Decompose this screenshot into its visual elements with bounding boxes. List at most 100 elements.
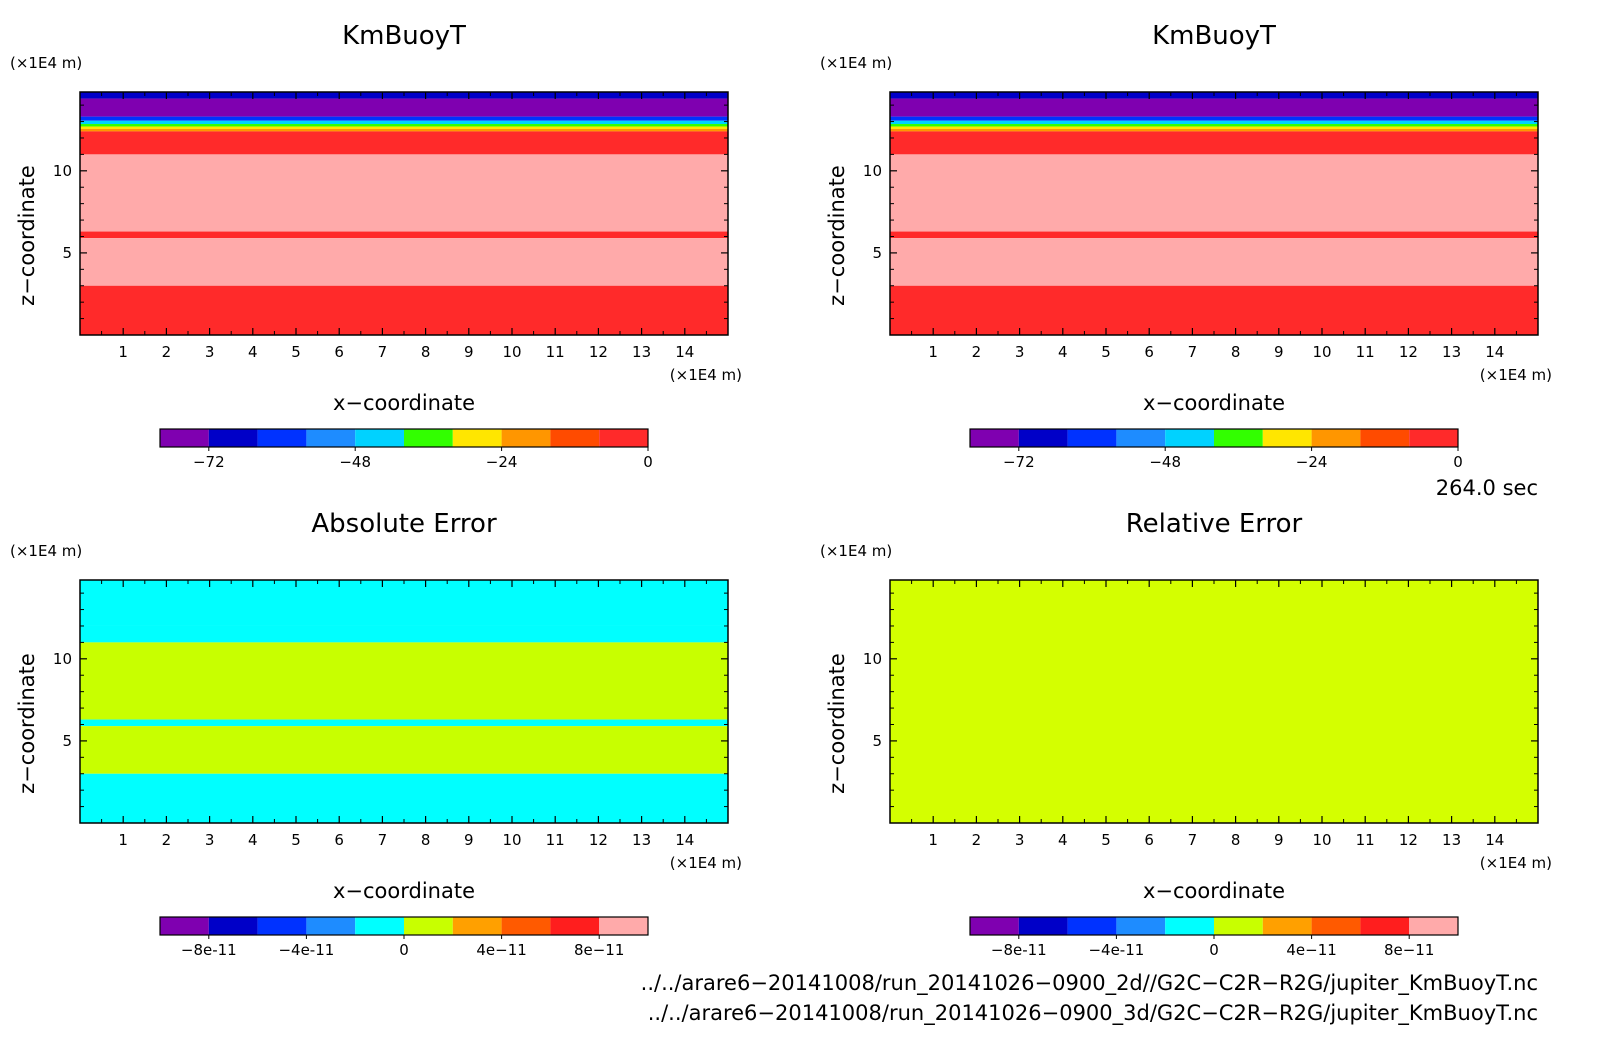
y-tick-label: 10	[863, 650, 882, 668]
colorbar-swatch	[1214, 917, 1263, 935]
colorbar-swatch	[452, 917, 502, 935]
x-tick-label: 14	[1485, 343, 1504, 361]
y-tick-label: 10	[863, 162, 882, 180]
x-tick-label: 10	[502, 831, 521, 849]
x-tick-label: 9	[464, 343, 474, 361]
colorbar-swatch	[452, 429, 502, 447]
colorbar-swatch	[501, 429, 551, 447]
x-tick-label: 14	[675, 831, 694, 849]
colorbar-tick-label: −48	[1149, 453, 1181, 471]
field-band	[80, 285, 728, 335]
colorbar-tick-label: −4e-11	[1088, 941, 1144, 959]
colorbar-swatch	[160, 917, 209, 935]
x-tick-label: 7	[1188, 831, 1198, 849]
field-band	[80, 726, 728, 774]
field-band	[80, 131, 728, 155]
y-tick-label: 10	[53, 162, 72, 180]
colorbar-tick-label: −24	[1296, 453, 1328, 471]
colorbar-tick-label: −4e-11	[278, 941, 334, 959]
x-unit-label: (×1E4 m)	[670, 854, 742, 872]
x-axis-label: x−coordinate	[1143, 391, 1285, 415]
colorbar-swatch	[970, 917, 1019, 935]
x-tick-label: 11	[1356, 831, 1375, 849]
x-tick-label: 1	[928, 831, 938, 849]
y-axis-label: z−coordinate	[825, 653, 849, 794]
y-tick-label: 5	[62, 244, 72, 262]
colorbar-frame	[969, 428, 1459, 448]
x-tick-label: 12	[589, 343, 608, 361]
colorbar-swatch	[1165, 429, 1214, 447]
colorbar-swatch	[1311, 429, 1361, 447]
colorbar-swatch	[1409, 429, 1458, 447]
colorbar-swatch	[501, 917, 551, 935]
colorbar: −72 −48 −24 0	[969, 428, 1463, 471]
colorbar-swatch	[1116, 429, 1166, 447]
field-band	[80, 128, 728, 132]
field-band	[890, 154, 1538, 232]
field-band	[890, 238, 1538, 286]
colorbar-swatch	[160, 429, 209, 447]
y-unit-label: (×1E4 m)	[820, 542, 892, 560]
plot-title: KmBuoyT	[342, 21, 466, 51]
colorbar-swatch	[1116, 917, 1166, 935]
colorbar-swatch	[355, 917, 404, 935]
colorbar-tick-label: −8e-11	[991, 941, 1047, 959]
x-tick-label: 10	[1312, 831, 1331, 849]
panel-4: Relative Error(×1E4 m)1 2 3 4 5 6 7 8 9 10 11 12 13 1…	[820, 509, 1552, 959]
x-unit-label: (×1E4 m)	[670, 366, 742, 384]
file-path-label: ../../arare6−20141008/run_20141026−0900_…	[648, 1001, 1538, 1026]
x-tick-label: 2	[162, 831, 172, 849]
x-tick-label: 4	[248, 831, 258, 849]
x-tick-label: 4	[248, 343, 258, 361]
x-tick-label: 3	[1015, 343, 1025, 361]
x-tick-label: 13	[1442, 343, 1461, 361]
field-band	[890, 120, 1538, 125]
x-tick-label: 2	[972, 343, 982, 361]
y-axis-label: z−coordinate	[15, 653, 39, 794]
x-tick-label: 5	[1101, 831, 1111, 849]
colorbar-swatch	[1018, 429, 1068, 447]
field-band	[80, 124, 728, 127]
field-band	[80, 642, 728, 720]
field-band	[890, 116, 1538, 121]
colorbar-swatch	[1360, 429, 1410, 447]
colorbar-tick-label: 8e−11	[574, 941, 624, 959]
field-band	[890, 285, 1538, 335]
x-tick-label: 1	[118, 343, 128, 361]
colorbar-tick-label: −8e-11	[181, 941, 237, 959]
colorbar-swatch	[257, 917, 307, 935]
colorbar-swatch	[1067, 917, 1117, 935]
y-unit-label: (×1E4 m)	[820, 54, 892, 72]
x-tick-label: 10	[1312, 343, 1331, 361]
x-tick-label: 6	[334, 343, 344, 361]
x-tick-label: 11	[546, 343, 565, 361]
field-band	[890, 124, 1538, 127]
colorbar-swatch	[970, 429, 1019, 447]
colorbar-swatch	[1018, 917, 1068, 935]
field-band	[890, 231, 1538, 239]
x-tick-label: 8	[421, 831, 431, 849]
x-axis-label: x−coordinate	[333, 879, 475, 903]
x-tick-label: 9	[464, 831, 474, 849]
colorbar: −8e-11 −4e-11 0 4e−11 8e−11	[159, 916, 649, 959]
x-tick-label: 6	[334, 831, 344, 849]
y-tick-label: 5	[62, 732, 72, 750]
y-tick-label: 5	[872, 244, 882, 262]
colorbar-tick-label: −24	[486, 453, 518, 471]
y-tick-label: 5	[872, 732, 882, 750]
x-unit-label: (×1E4 m)	[1480, 854, 1552, 872]
colorbar-swatch	[306, 917, 356, 935]
colorbar-swatch	[599, 917, 648, 935]
file-path-label: ../../arare6−20141008/run_20141026−0900_…	[641, 971, 1538, 996]
time-label: 264.0 sec	[1436, 476, 1538, 500]
x-tick-label: 8	[1231, 343, 1241, 361]
y-unit-label: (×1E4 m)	[10, 54, 82, 72]
colorbar-swatch	[404, 917, 453, 935]
field-band	[80, 580, 728, 626]
panel-2: KmBuoyT(×1E4 m)1 2 3 4 5 6 7 8 9 10 11 12 13 14510(×1…	[820, 21, 1552, 471]
x-tick-label: 7	[378, 831, 388, 849]
x-tick-label: 4	[1058, 343, 1068, 361]
x-tick-label: 13	[632, 831, 651, 849]
colorbar-tick-label: 0	[1453, 453, 1463, 471]
colorbar-tick-label: −72	[1003, 453, 1035, 471]
